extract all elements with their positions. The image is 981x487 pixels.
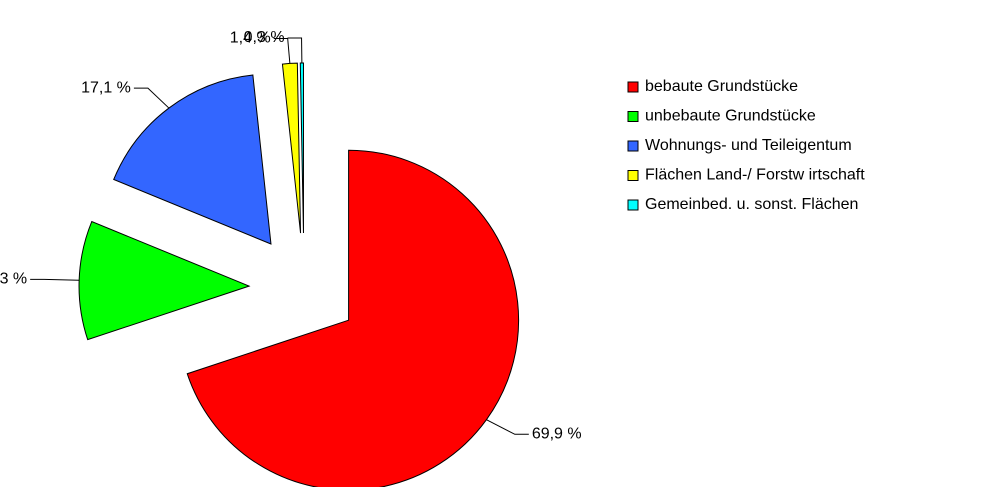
legend-label: bebaute Grundstücke <box>645 78 798 95</box>
legend-swatch <box>627 111 639 122</box>
data-label: 1,4 % <box>230 30 271 47</box>
legend-label: Flächen Land-/ Forstw irtschaft <box>645 167 865 184</box>
pie-slice <box>113 74 272 245</box>
data-label: 17,1 % <box>81 79 131 96</box>
leader-line <box>486 419 529 435</box>
pie-slice <box>186 149 520 487</box>
legend-swatch <box>627 140 639 152</box>
data-label: 11,3 % <box>0 271 27 288</box>
data-label: 0,3 % <box>244 29 285 46</box>
legend-swatch <box>627 81 639 93</box>
legend-swatch <box>627 170 639 181</box>
pie-slice <box>281 62 302 234</box>
leader-line <box>287 37 303 64</box>
data-label: 69,9 % <box>532 426 582 443</box>
legend-label: Wohnungs- und Teileigentum <box>645 137 852 154</box>
pie-slice <box>299 62 304 234</box>
leader-line <box>133 87 170 109</box>
leader-line <box>30 278 80 281</box>
legend-swatch <box>627 199 639 211</box>
pie-slice <box>78 220 251 341</box>
legend-label: unbebaute Grundstücke <box>645 108 816 125</box>
legend-label: Gemeinbed. u. sonst. Flächen <box>645 196 858 213</box>
